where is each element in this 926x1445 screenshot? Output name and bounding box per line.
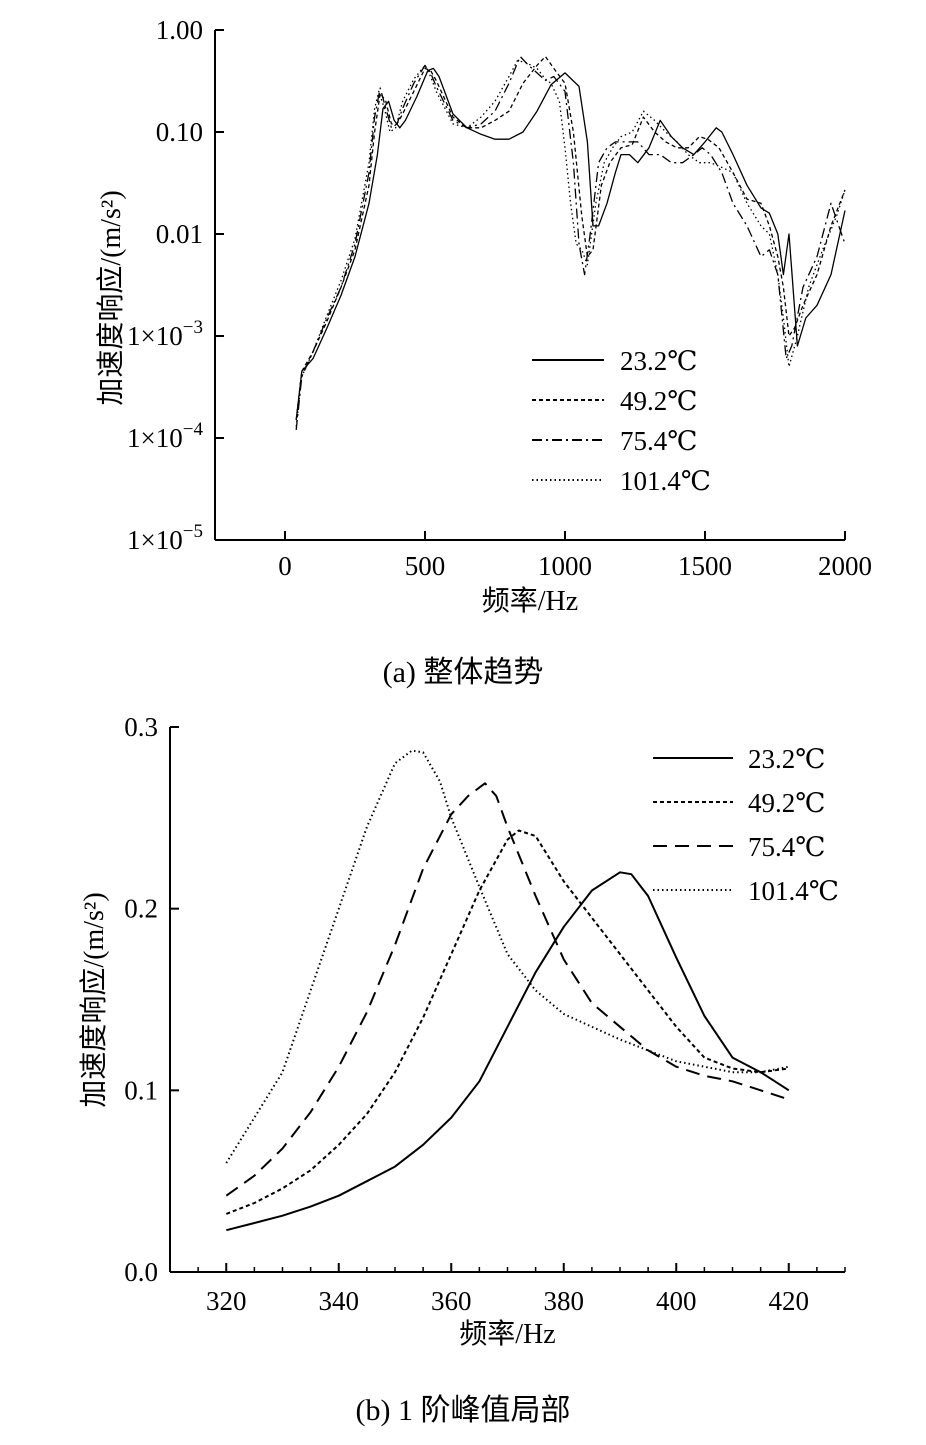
panel-b-series-75-4c [225,782,790,1197]
panel-b-legend-label: 49.2℃ [748,788,825,818]
panel-a-legend-label: 49.2℃ [620,386,697,416]
panel-a-y-tick-label: 0.01 [156,219,203,249]
panel-a-series-75-4c [295,55,846,430]
panel-b-legend: 23.2℃ 49.2℃ 75.4℃ 101.4℃ [653,744,839,906]
panel-b-x-tick-label: 420 [769,1286,810,1316]
panel-b-series-49-2c [225,829,789,1215]
panel-b-legend-label: 75.4℃ [748,832,825,862]
panel-b-x-tick-label: 340 [319,1286,360,1316]
panel-a-legend-label: 23.2℃ [620,346,697,376]
panel-a-chart: 1×10−5 1×10−4 1×10−3 0.01 0.10 1.00 0 500 1000 15… [95,15,872,617]
panel-a-legend-label: 75.4℃ [620,426,697,456]
panel-a-y-tick-label: 0.10 [156,117,203,147]
panel-a-x-tick-label: 500 [405,551,446,581]
panel-a-x-tick-label: 2000 [818,551,872,581]
panel-b-series-101-4c [225,749,789,1164]
panel-a-y-tick-label: 1×10−4 [127,419,203,453]
panel-a-y-tick-label: 1×10−3 [127,317,203,351]
panel-b-y-tick-label: 0.0 [124,1257,158,1287]
panel-a-y-axis-title: 加速度响应/(m/s²) [95,190,127,405]
panel-a-x-tick-label: 1000 [538,551,592,581]
panel-b-series-23-2c [226,871,790,1232]
panel-a-legend: 23.2℃ 49.2℃ 75.4℃ 101.4℃ [532,346,711,496]
panel-b-y-axis-title: 加速度响应/(m/s²) [78,892,110,1107]
panel-b-x-tick-label: 380 [544,1286,585,1316]
panel-b-legend-label: 23.2℃ [748,744,825,774]
panel-a-series-23-2c [295,67,846,421]
panel-b-y-tick-label: 0.1 [124,1075,158,1105]
panel-a-x-tick-label: 1500 [678,551,732,581]
panel-a-series-49-2c [295,55,846,421]
panel-b-x-axis-title: 频率/Hz [459,1318,555,1350]
panel-b-x-tick-label: 320 [206,1286,247,1316]
caption-b: (b) 1 阶峰值局部 [356,1394,571,1427]
panel-b-y-tick-label: 0.2 [124,894,158,924]
panel-a-y-tick-label: 1×10−5 [127,521,203,555]
panel-b-x-tick-label: 400 [656,1286,697,1316]
panel-b-y-tick-label: 0.3 [124,712,158,742]
panel-b-x-tick-label: 360 [431,1286,472,1316]
panel-b-chart: 0.0 0.1 0.2 0.3 320 340 360 380 400 420 频率/Hz 加速度响应… [78,712,846,1350]
caption-a: (a) 整体趋势 [383,656,544,689]
panel-a-legend-label: 101.4℃ [620,466,711,496]
panel-b-legend-label: 101.4℃ [748,876,839,906]
panel-a-x-axis-title: 频率/Hz [482,585,578,617]
panel-a-y-tick-label: 1.00 [156,15,203,45]
panel-a-x-tick-label: 0 [278,551,292,581]
